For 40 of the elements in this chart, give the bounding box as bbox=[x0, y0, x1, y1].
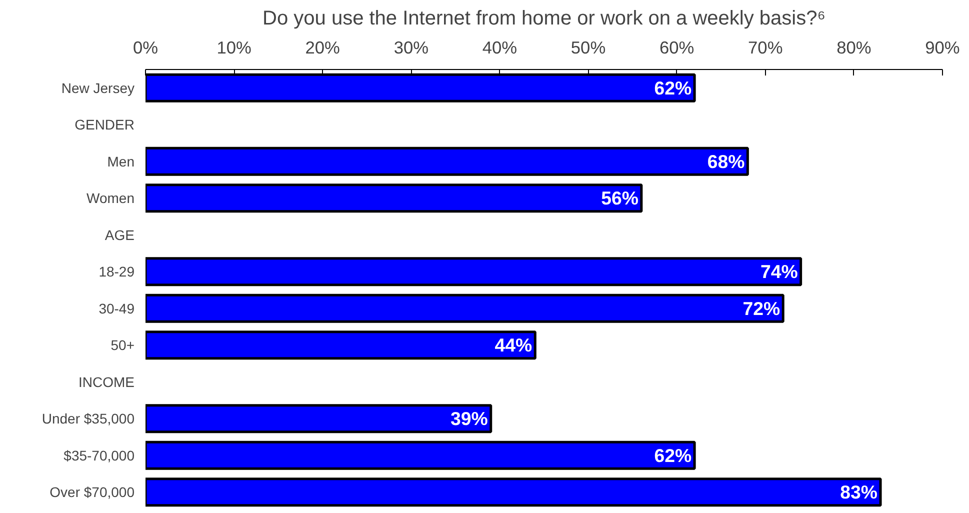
x-tick-label: 80% bbox=[836, 38, 872, 58]
y-tick-label: Women bbox=[86, 190, 135, 206]
data-label: 68% bbox=[707, 150, 746, 172]
y-tick-label: New Jersey bbox=[61, 80, 135, 96]
data-label: 39% bbox=[450, 408, 488, 430]
x-tick-label: 70% bbox=[748, 38, 783, 58]
y-tick-label: Over $70,000 bbox=[50, 484, 135, 500]
y-tick-label: Under $35,000 bbox=[42, 410, 135, 427]
x-tick-label: 30% bbox=[394, 38, 429, 58]
data-label: 72% bbox=[742, 298, 781, 319]
data-label: 62% bbox=[654, 77, 692, 98]
x-tick-label: 90% bbox=[925, 38, 960, 58]
data-label: 83% bbox=[840, 482, 878, 503]
y-tick-label: 50+ bbox=[110, 337, 134, 354]
x-tick-label: 50% bbox=[570, 38, 606, 58]
data-label: 74% bbox=[760, 261, 798, 282]
x-tick-label: 0% bbox=[132, 38, 158, 58]
y-tick-label: 30-49 bbox=[98, 300, 135, 316]
bar bbox=[146, 330, 536, 360]
x-tick-label: 20% bbox=[305, 38, 340, 58]
bar bbox=[146, 257, 802, 286]
bar bbox=[146, 404, 492, 434]
chart-title: Do you use the Internet from home or work on a weekly basis?⁶ bbox=[262, 8, 826, 30]
data-label: 56% bbox=[601, 188, 639, 209]
y-tick-label: 18-29 bbox=[98, 264, 135, 280]
y-tick-label: AGE bbox=[104, 226, 135, 243]
x-tick-label: 60% bbox=[659, 38, 694, 58]
data-label: 62% bbox=[654, 444, 692, 466]
y-tick-label: Men bbox=[107, 153, 134, 170]
y-tick-label: $35-70,000 bbox=[64, 447, 135, 464]
bar bbox=[146, 440, 696, 470]
y-tick-label: GENDER bbox=[74, 116, 135, 133]
y-tick-label: INCOME bbox=[78, 374, 134, 390]
bar bbox=[146, 146, 749, 176]
data-label: 44% bbox=[494, 334, 533, 356]
bar bbox=[146, 184, 643, 213]
bar bbox=[146, 294, 784, 323]
x-tick-label: 10% bbox=[216, 38, 252, 58]
bar bbox=[146, 478, 882, 507]
x-tick-label: 40% bbox=[482, 38, 518, 58]
